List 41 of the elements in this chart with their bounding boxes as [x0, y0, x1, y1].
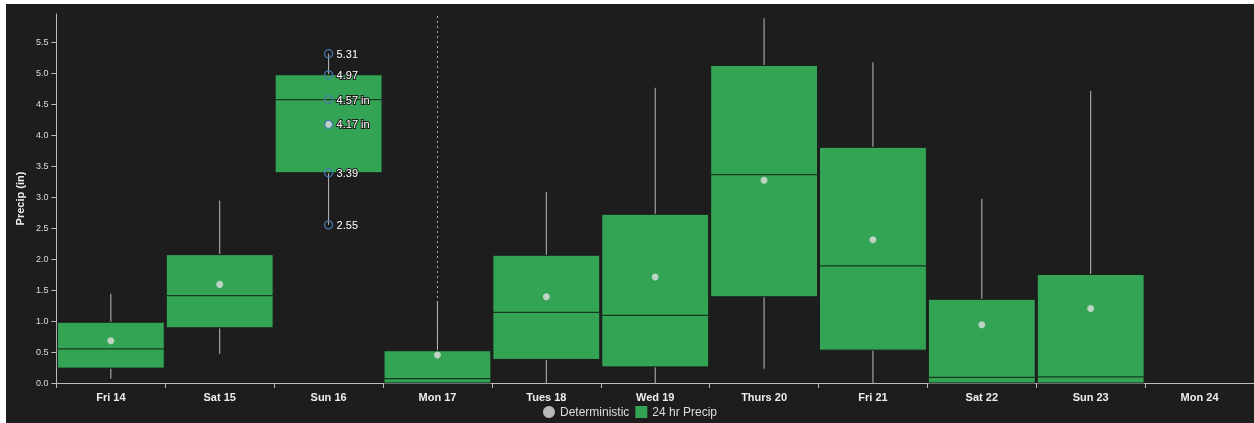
- annotation: 4.57 in: [336, 93, 370, 106]
- point: [760, 176, 768, 184]
- x-tick-label: Sat 15: [203, 390, 236, 403]
- x-tick-label: Wed 19: [636, 390, 675, 403]
- x-tick-label: Fri 21: [858, 390, 888, 403]
- y-tick-label: 4.0: [35, 129, 49, 140]
- point: [978, 321, 986, 329]
- y-tick-label: 4.5: [35, 98, 49, 109]
- point: [433, 351, 441, 359]
- point: [1087, 305, 1095, 313]
- point: [216, 280, 224, 288]
- point: [107, 337, 115, 345]
- point: [542, 293, 550, 301]
- y-tick-label: 1.5: [35, 284, 49, 295]
- y-tick-label: 5.5: [35, 36, 49, 47]
- x-tick-label: Fri 14: [96, 390, 127, 403]
- y-tick-label: 3.0: [35, 191, 49, 202]
- y-tick-label: 2.0: [35, 253, 49, 264]
- y-tick-label: 2.5: [35, 222, 49, 233]
- annotation: 3.39: [336, 166, 359, 179]
- y-tick-label: 0.0: [35, 378, 49, 388]
- x-tick-label: Mon 24: [1180, 390, 1220, 403]
- legend-label: 24 hr Precip: [652, 405, 718, 419]
- x-tick-label: Sun 23: [1072, 390, 1109, 403]
- point: [869, 236, 877, 244]
- x-tick-label: Sat 22: [965, 390, 999, 403]
- y-tick-label: 1.0: [35, 315, 49, 326]
- x-tick-label: Thurs 20: [741, 390, 788, 403]
- annotation: 4.17 in: [336, 118, 370, 131]
- x-tick-label: Sun 16: [310, 390, 347, 403]
- y-tick-label: 3.5: [35, 160, 49, 171]
- legend-label: Deterministic: [559, 405, 630, 419]
- y-tick-label: 0.5: [35, 346, 49, 357]
- y-tick-label: 5.0: [35, 67, 49, 78]
- annotation: 5.31: [336, 47, 359, 60]
- x-tick-label: Tues 18: [526, 390, 567, 403]
- annotation: 4.97: [336, 68, 359, 81]
- x-tick-label: Mon 17: [418, 390, 457, 403]
- point: [651, 273, 659, 281]
- annotation: 2.55: [336, 218, 359, 231]
- y-axis-title: Precip (in): [13, 171, 26, 226]
